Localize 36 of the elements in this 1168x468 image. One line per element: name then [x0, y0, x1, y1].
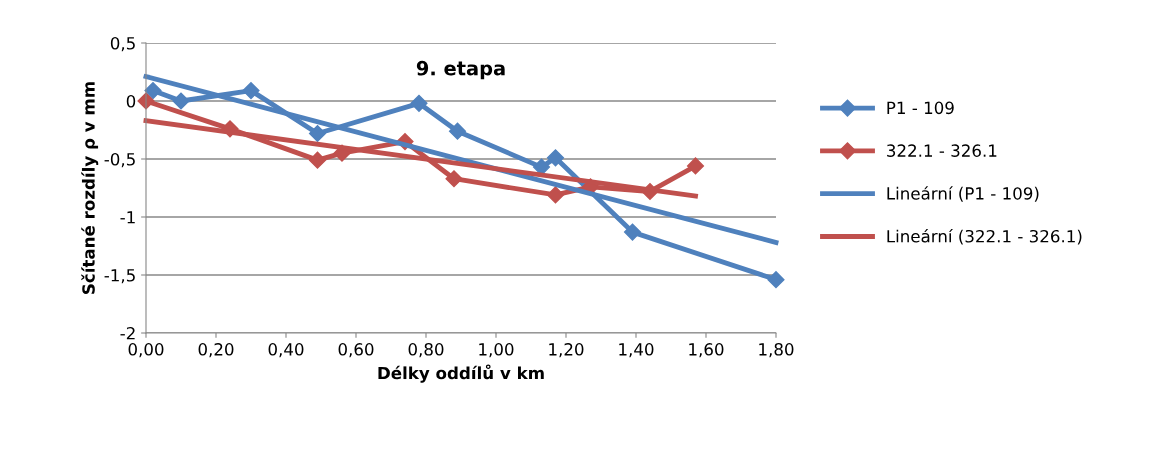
- point: [448, 122, 467, 140]
- y-tick-label: 0,5: [110, 36, 135, 52]
- point: [308, 124, 327, 143]
- legend-label: 322.1 - 326.1: [887, 144, 997, 157]
- y-tick-label: -2: [120, 326, 135, 340]
- point: [445, 170, 463, 188]
- x-tick-label: 1,00: [479, 343, 514, 358]
- point: [410, 94, 428, 112]
- y-tick-label: -1,5: [104, 269, 135, 284]
- y-axis-title: Sčítané rozdíly ρ v mm: [81, 82, 99, 294]
- x-axis-title: Délky oddílů v km: [378, 364, 544, 383]
- x-tick-label: 1,60: [689, 343, 724, 358]
- y-tick-label: -0,5: [104, 152, 135, 168]
- point: [546, 149, 565, 167]
- point: [308, 151, 327, 169]
- point: [623, 223, 642, 241]
- x-tick-label: 0,80: [408, 343, 444, 358]
- x-tick-label: 1,20: [549, 343, 584, 358]
- y-tick-label: 0: [126, 94, 136, 108]
- x-tick-label: 0,40: [268, 343, 304, 358]
- point: [172, 92, 190, 110]
- x-tick-label: 0,60: [338, 343, 374, 358]
- point: [144, 82, 162, 100]
- legend-label: P1 - 109: [887, 101, 954, 115]
- text: 9. etapa: [416, 60, 505, 80]
- point: [686, 157, 705, 175]
- legend-label: Lineární (322.1 - 326.1): [887, 228, 1082, 245]
- legend-label: Lineární (P1 - 109): [887, 186, 1039, 202]
- x-tick-label: 0,00: [128, 343, 164, 358]
- point: [546, 186, 565, 204]
- point: [767, 271, 785, 289]
- x-tick-label: 0,20: [198, 343, 234, 358]
- y-tick-label: -1: [120, 211, 135, 224]
- x-tick-label: 1,40: [619, 343, 654, 358]
- x-tick-label: 1,80: [759, 343, 794, 358]
- point: [242, 82, 260, 100]
